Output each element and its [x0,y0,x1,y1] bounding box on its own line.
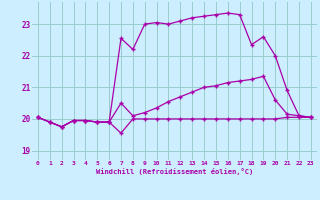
X-axis label: Windchill (Refroidissement éolien,°C): Windchill (Refroidissement éolien,°C) [96,168,253,175]
